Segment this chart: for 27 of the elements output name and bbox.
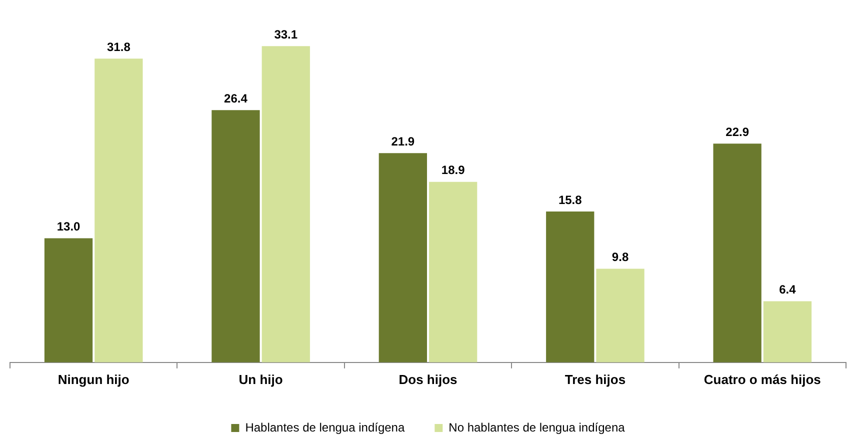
bar (429, 182, 478, 362)
bar (763, 301, 812, 362)
x-tick-label: Cuatro o más hijos (704, 372, 821, 387)
data-label: 9.8 (612, 250, 629, 264)
bar (212, 110, 260, 362)
data-label: 33.1 (274, 27, 298, 42)
bar (44, 238, 93, 362)
data-label: 26.4 (224, 91, 248, 106)
data-label: 18.9 (441, 163, 466, 178)
data-label: 6.4 (779, 282, 796, 297)
x-tick-label: Un hijo (238, 372, 283, 387)
bar (262, 46, 310, 362)
x-tick-label: Ningun hijo (58, 372, 130, 387)
bar (596, 268, 644, 362)
bar (713, 144, 762, 362)
data-label: 31.8 (107, 40, 131, 54)
legend-label: No hablantes de lengua indígena (448, 420, 626, 434)
data-label: 21.9 (391, 134, 415, 148)
bar (378, 153, 427, 362)
bar (546, 211, 594, 362)
x-tick-label: Tres hijos (564, 372, 626, 387)
bar (94, 58, 143, 362)
legend-label: Hablantes de lengua indígena (245, 420, 405, 434)
data-label: 15.8 (558, 192, 582, 207)
x-tick-label: Dos hijos (398, 372, 458, 387)
data-label: 22.9 (726, 124, 750, 139)
data-label: 13.0 (56, 220, 81, 234)
